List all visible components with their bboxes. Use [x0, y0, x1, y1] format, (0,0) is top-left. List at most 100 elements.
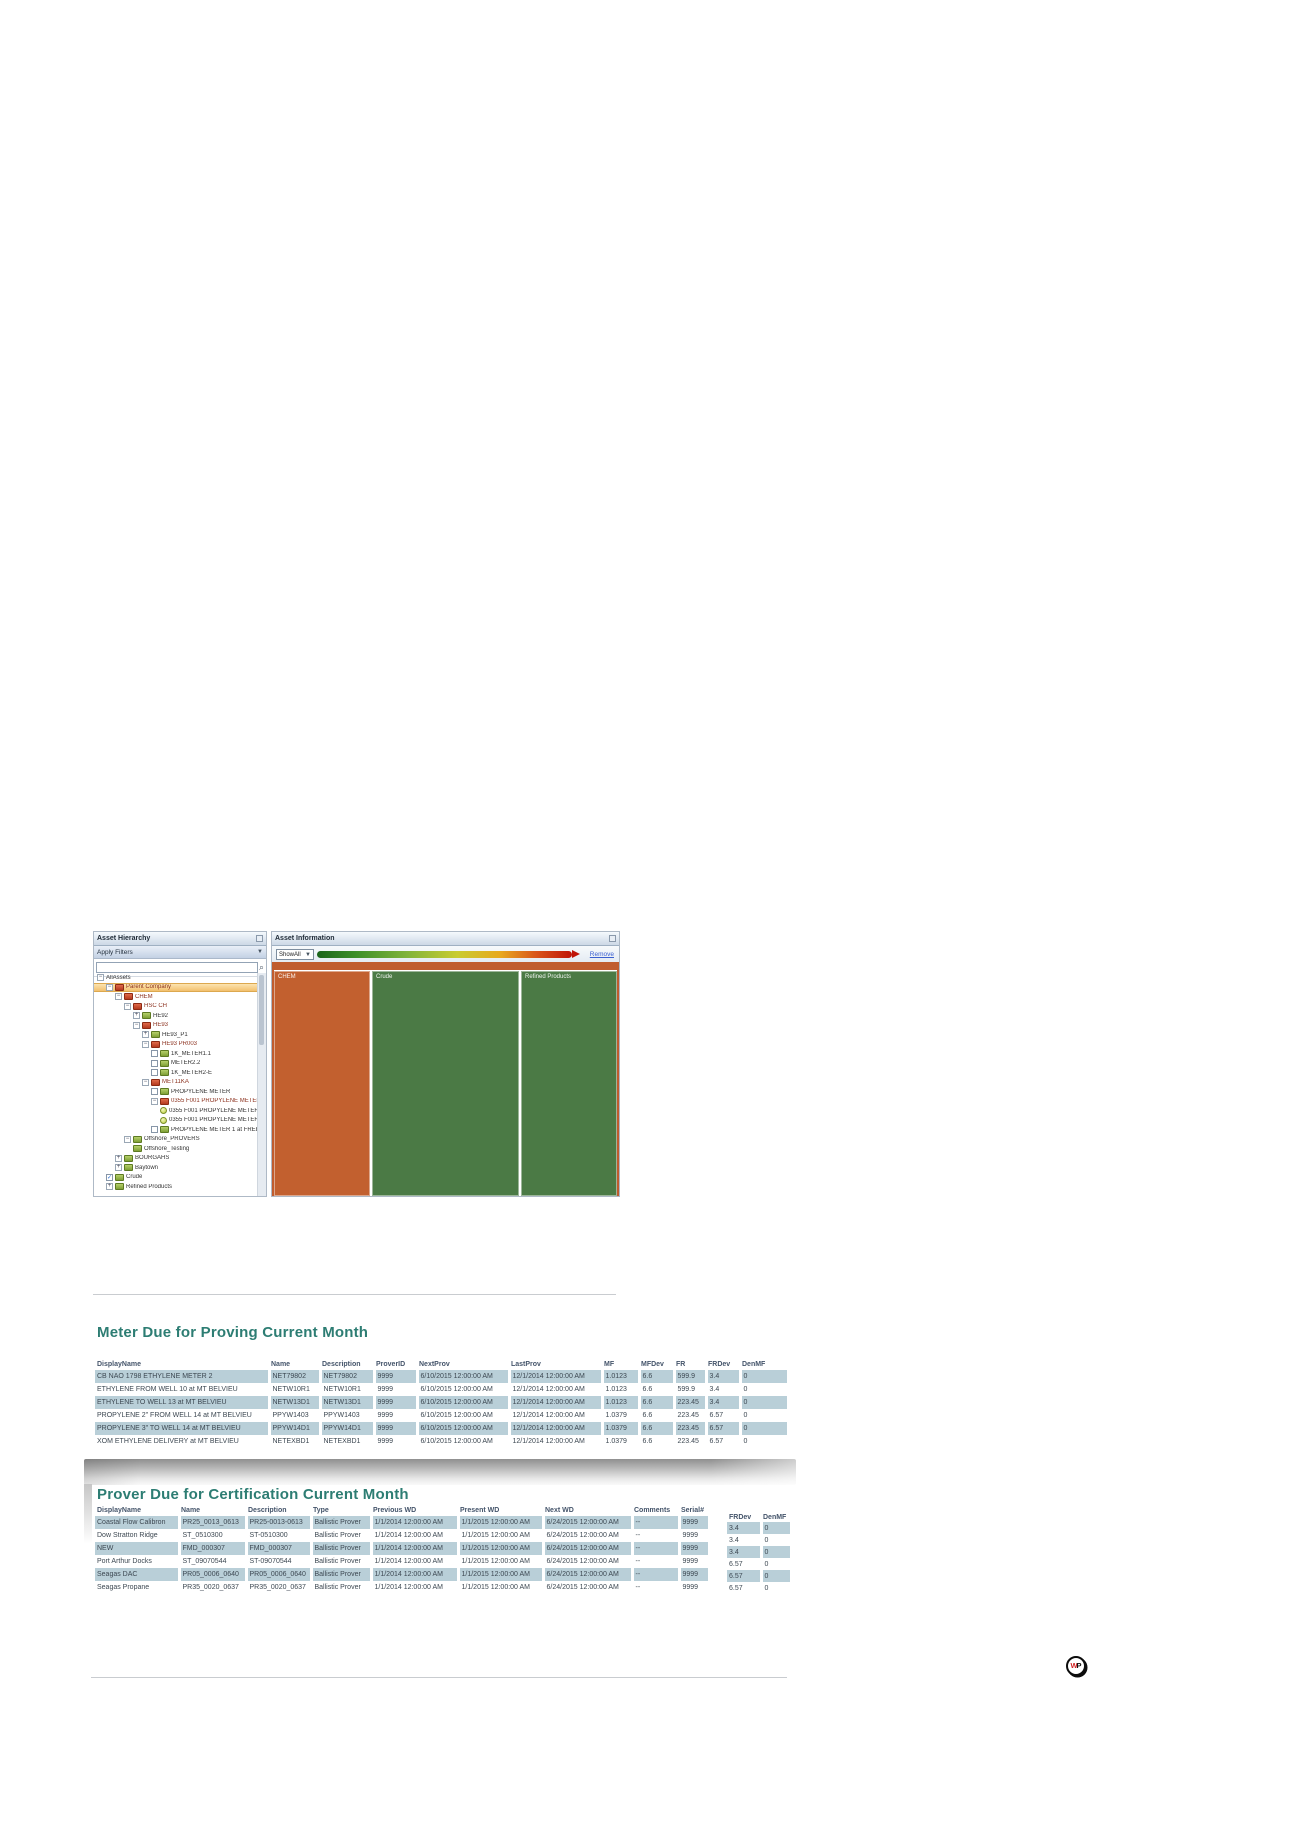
checkbox-icon[interactable] — [151, 1050, 158, 1058]
tree-item-he93-pr003[interactable]: − HE93 PR003 — [94, 1040, 258, 1050]
table-cell: NETEXBD1 — [323, 1438, 361, 1445]
tree-item-bourgahs[interactable]: + BOURGAHS — [94, 1154, 258, 1164]
collapse-node-icon[interactable]: − — [142, 1040, 149, 1048]
tree-item-he92[interactable]: + HE92 — [94, 1011, 258, 1021]
treemap-tile-refined-products[interactable]: Refined Products — [521, 971, 617, 1196]
checkbox-icon[interactable] — [151, 1088, 158, 1096]
collapse-icon[interactable] — [609, 935, 616, 942]
table-cell: 1/1/2014 12:00:00 AM — [371, 1516, 458, 1529]
table-cell: 9999 — [374, 1422, 417, 1435]
expand-node-icon[interactable]: + — [142, 1031, 149, 1039]
tree-item-propylene-meter-1-at-freeport[interactable]: PROPYLENE METER 1 at FREEPORT — [94, 1125, 258, 1135]
table-cell: 9999 — [682, 1558, 699, 1565]
table-row: Port Arthur Docks ST_09070544 ST-09070544 B… — [95, 1555, 709, 1568]
table-cell: 223.45 — [674, 1396, 706, 1409]
column-header: Description — [322, 1360, 361, 1368]
tree-item-hsc-ch[interactable]: − HSC CH — [94, 1002, 258, 1012]
screenshot-left-edge — [84, 1484, 92, 1544]
collapse-node-icon[interactable]: − — [133, 1021, 140, 1029]
apply-filters-bar[interactable]: Apply Filters ▼ — [94, 946, 266, 959]
checkbox-icon[interactable] — [151, 1059, 158, 1067]
tree-scrollbar-thumb[interactable] — [259, 975, 264, 1045]
checkbox-checked-icon[interactable]: ✓ — [106, 1173, 113, 1181]
expand-node-icon[interactable]: + — [106, 1183, 113, 1191]
table-cell: 9999 — [377, 1386, 394, 1393]
collapse-node-icon[interactable]: − — [97, 974, 104, 982]
tree-item-offshore-testing[interactable]: Offshore_Testing — [94, 1144, 258, 1154]
tree-item-0355-f001-propylene-meter[interactable]: − 0355 F001 PROPYLENE METER — [94, 1097, 258, 1107]
collapse-node-icon[interactable]: − — [151, 1097, 158, 1105]
treemap-tile-crude[interactable]: Crude — [372, 971, 519, 1196]
table-cell: FMD_000307 — [246, 1542, 311, 1555]
pin-icon[interactable] — [256, 935, 263, 942]
red-folder-icon — [124, 993, 133, 1001]
table-row: PROPYLENE 3" TO WELL 14 at MT BELVIEU PPY… — [95, 1422, 788, 1435]
column-header: Next WD — [545, 1506, 574, 1514]
tree-item-0355-f001-propylene-meter-2[interactable]: 0355 F001 PROPYLENE METER 2 — [94, 1116, 258, 1126]
tree-item-1k-meter2-e[interactable]: 1K_METER2-E — [94, 1068, 258, 1078]
column-header: FRDev — [729, 1513, 752, 1521]
health-gradient-legend — [317, 951, 572, 958]
table-cell: 6.57 — [729, 1584, 743, 1592]
tree-item-1k-meter1-1[interactable]: 1K_METER1.1 — [94, 1049, 258, 1059]
expand-node-icon[interactable]: + — [115, 1154, 122, 1162]
tree-scrollbar[interactable] — [257, 973, 266, 1196]
checkbox-icon[interactable] — [151, 1069, 158, 1077]
tree-item-0355-f001-propylene-meter-1[interactable]: 0355 F001 PROPYLENE METER 1 — [94, 1106, 258, 1116]
tree-item-label: Baytown — [135, 1164, 159, 1171]
tree-item-offshore-provers[interactable]: − Offshore_PROVERS — [94, 1135, 258, 1145]
table-cell: Coastal Flow Calibron — [95, 1516, 179, 1529]
tree-item-baytown[interactable]: + Baytown — [94, 1163, 258, 1173]
table-cell: 6.6 — [639, 1370, 674, 1383]
table-cell: 1/1/2015 12:00:00 AM — [458, 1542, 543, 1555]
checkbox-icon[interactable] — [151, 1126, 158, 1134]
red-folder-icon — [160, 1097, 169, 1105]
green-folder-icon — [133, 1135, 142, 1143]
table-cell: 0 — [740, 1370, 788, 1383]
table-cell: PPYW1403 — [323, 1412, 360, 1419]
table-cell: PROPYLENE 2" FROM WELL 14 at MT BELVIEU — [97, 1412, 252, 1419]
table-header-row: DisplayName Name Description ProverID NextPr… — [95, 1358, 788, 1370]
tree-item-label: BOURGAHS — [135, 1155, 170, 1162]
table-cell: 1.0123 — [602, 1370, 639, 1383]
collapse-node-icon[interactable]: − — [124, 1002, 131, 1010]
remove-link[interactable]: Remove — [589, 951, 614, 958]
table-cell: 6/24/2015 12:00:00 AM — [546, 1584, 619, 1591]
table-cell: 1.0123 — [602, 1396, 639, 1409]
collapse-node-icon[interactable]: − — [124, 1135, 131, 1143]
tree-item-refined-products[interactable]: + Refined Products — [94, 1182, 258, 1192]
tree-item-label: 0355 F001 PROPYLENE METER 1 — [169, 1107, 258, 1114]
treemap-tile-chem[interactable]: CHEM — [274, 971, 370, 1196]
app-screenshot: Asset Hierarchy Apply Filters ▼ ⌕ − AllAs… — [93, 931, 620, 1197]
table-cell: 1/1/2014 12:00:00 AM — [374, 1532, 444, 1539]
table-cell: ST_09070544 — [182, 1558, 227, 1565]
tree-item-chem[interactable]: − CHEM — [94, 992, 258, 1002]
tree-item-allassets[interactable]: − AllAssets — [94, 973, 258, 983]
footer-divider — [91, 1677, 787, 1678]
tree-item-propylene-meter[interactable]: PROPYLENE METER — [94, 1087, 258, 1097]
treemap-tile-label: Refined Products — [525, 974, 572, 980]
red-folder-icon — [115, 983, 124, 991]
tree-item-meter2-2[interactable]: METER2.2 — [94, 1059, 258, 1069]
tree-item-met11ka[interactable]: − MET11KA — [94, 1078, 258, 1088]
table-row: XOM ETHYLENE DELIVERY at MT BELVIEU NETEX… — [95, 1435, 788, 1448]
table-row: CB NAO 1798 ETHYLENE METER 2 NET79802 NET7… — [95, 1370, 788, 1383]
table-cell: ETHYLENE TO WELL 13 at MT BELVIEU — [95, 1396, 269, 1409]
tree-item-he93-p1[interactable]: + HE93_P1 — [94, 1030, 258, 1040]
collapse-node-icon[interactable]: − — [142, 1078, 149, 1086]
green-folder-icon — [115, 1173, 124, 1181]
tree-item-he93[interactable]: − HE93 — [94, 1021, 258, 1031]
tree-item-crude[interactable]: ✓ Crude — [94, 1173, 258, 1183]
collapse-node-icon[interactable]: − — [106, 983, 113, 991]
tree-item-parent-company[interactable]: − Parent Company — [94, 982, 258, 992]
collapse-node-icon[interactable]: − — [115, 993, 122, 1001]
treemap-view-value: ShowAll — [279, 951, 301, 958]
column-header: DisplayName — [97, 1506, 141, 1514]
table-cell: XOM ETHYLENE DELIVERY at MT BELVIEU — [97, 1438, 239, 1445]
red-folder-icon — [142, 1021, 151, 1029]
treemap-view-dropdown[interactable]: ShowAll ▼ — [276, 949, 314, 960]
asset-information-header: Asset Information — [272, 932, 619, 946]
expand-node-icon[interactable]: + — [133, 1012, 140, 1020]
expand-node-icon[interactable]: + — [115, 1164, 122, 1172]
tree-search-input[interactable] — [96, 962, 258, 973]
